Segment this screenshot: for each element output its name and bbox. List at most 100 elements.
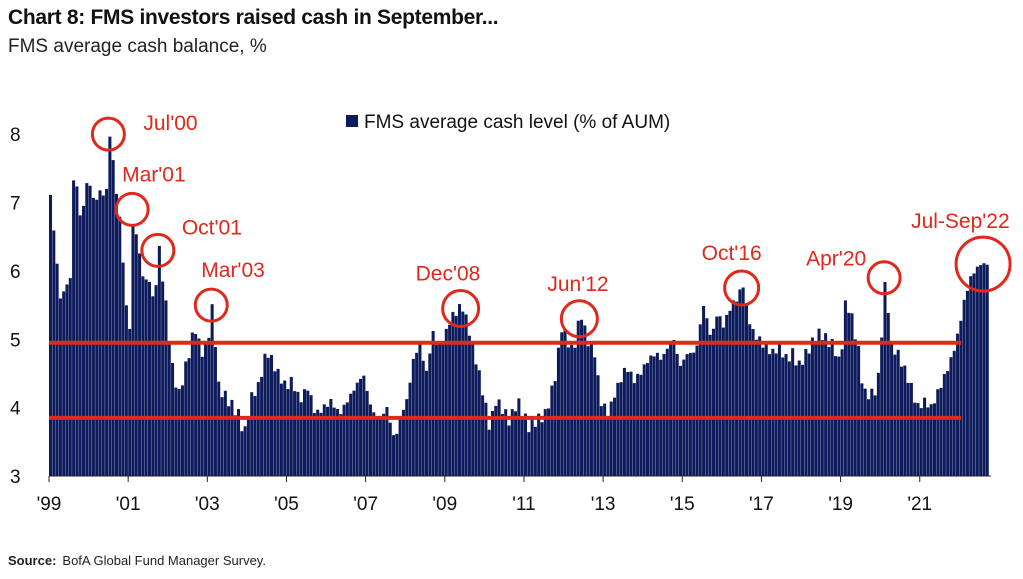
bar [230,399,234,476]
bar [273,371,277,476]
bar [296,391,300,476]
bar [91,197,95,476]
bar [128,328,132,476]
y-tick-label: 3 [10,467,21,488]
bar [619,382,623,476]
bar [444,328,448,476]
bar [899,366,904,476]
bar [72,180,76,476]
bar [583,325,587,476]
bar [246,419,250,476]
y-tick-label: 7 [10,194,21,215]
bar [830,338,834,476]
bar [88,185,92,476]
bar [68,278,72,476]
bar [408,382,412,476]
bar [105,188,109,476]
bar [741,287,745,476]
bar [415,352,419,476]
bar [131,225,135,476]
bar [754,339,758,476]
bar [853,339,857,476]
bar [352,390,356,476]
bar [141,276,145,476]
bar [474,364,478,476]
bar [715,316,719,476]
source-label: Source: [8,553,57,568]
bar [461,311,465,476]
x-tick-label: '07 [353,494,378,515]
bar [560,332,564,476]
bar [942,374,946,476]
bar [49,194,53,476]
bar [309,395,313,476]
bar [237,409,241,476]
annotation-label: Mar'01 [122,163,186,186]
bar [523,413,527,476]
bar [919,408,923,476]
bar [550,385,554,476]
x-tick-label: '15 [670,494,695,515]
bar [260,376,264,476]
bar [784,354,788,476]
bar [718,316,722,476]
bar [335,408,339,476]
bar [685,354,689,476]
bar [425,370,429,476]
reference-lines [49,340,961,420]
bar [494,405,498,476]
bar [124,305,128,476]
bar [626,371,630,476]
bar [695,345,699,476]
bar [932,403,936,476]
bar [375,417,379,476]
bar [339,414,343,476]
bar [144,279,148,476]
bar [791,348,795,476]
bar [725,314,729,476]
bar [454,315,458,476]
bar [817,328,821,476]
bar [151,296,155,476]
bar [688,353,692,476]
bar [157,245,161,476]
bar [302,389,307,476]
bar [622,367,626,476]
legend: FMS average cash level (% of AUM) [346,112,670,133]
bar [134,234,138,476]
bar [850,313,854,476]
bar [349,393,353,476]
bar [847,312,851,476]
bar [863,388,867,476]
y-tick-label: 5 [10,330,21,351]
bar [448,324,452,476]
highlight-circle [90,116,126,152]
bar [283,380,287,476]
bar [711,328,715,476]
bar [464,314,468,476]
bar [860,383,864,476]
bar [527,432,531,476]
bar [197,338,201,476]
bar [969,276,973,476]
bar [896,349,900,476]
y-tick-label: 4 [10,399,21,420]
bar [728,310,732,476]
bar [213,347,217,476]
x-tick-label: '11 [512,494,535,515]
bar [563,329,567,476]
bar [540,422,544,476]
bar [507,425,511,476]
bar [824,333,828,476]
bar [438,341,442,476]
highlight-circle [559,299,599,339]
annotation-label: Jul'00 [143,112,197,135]
highlight-circle [723,269,761,307]
bar [253,396,257,476]
bar [857,346,861,476]
bar [777,342,781,476]
axes: 3 4 5 6 7 8 '99 '01 '03 '05 '07 '09 '11 '13 '15 '17 '19 '… [10,125,991,515]
bar [649,355,653,476]
bar [207,337,211,476]
